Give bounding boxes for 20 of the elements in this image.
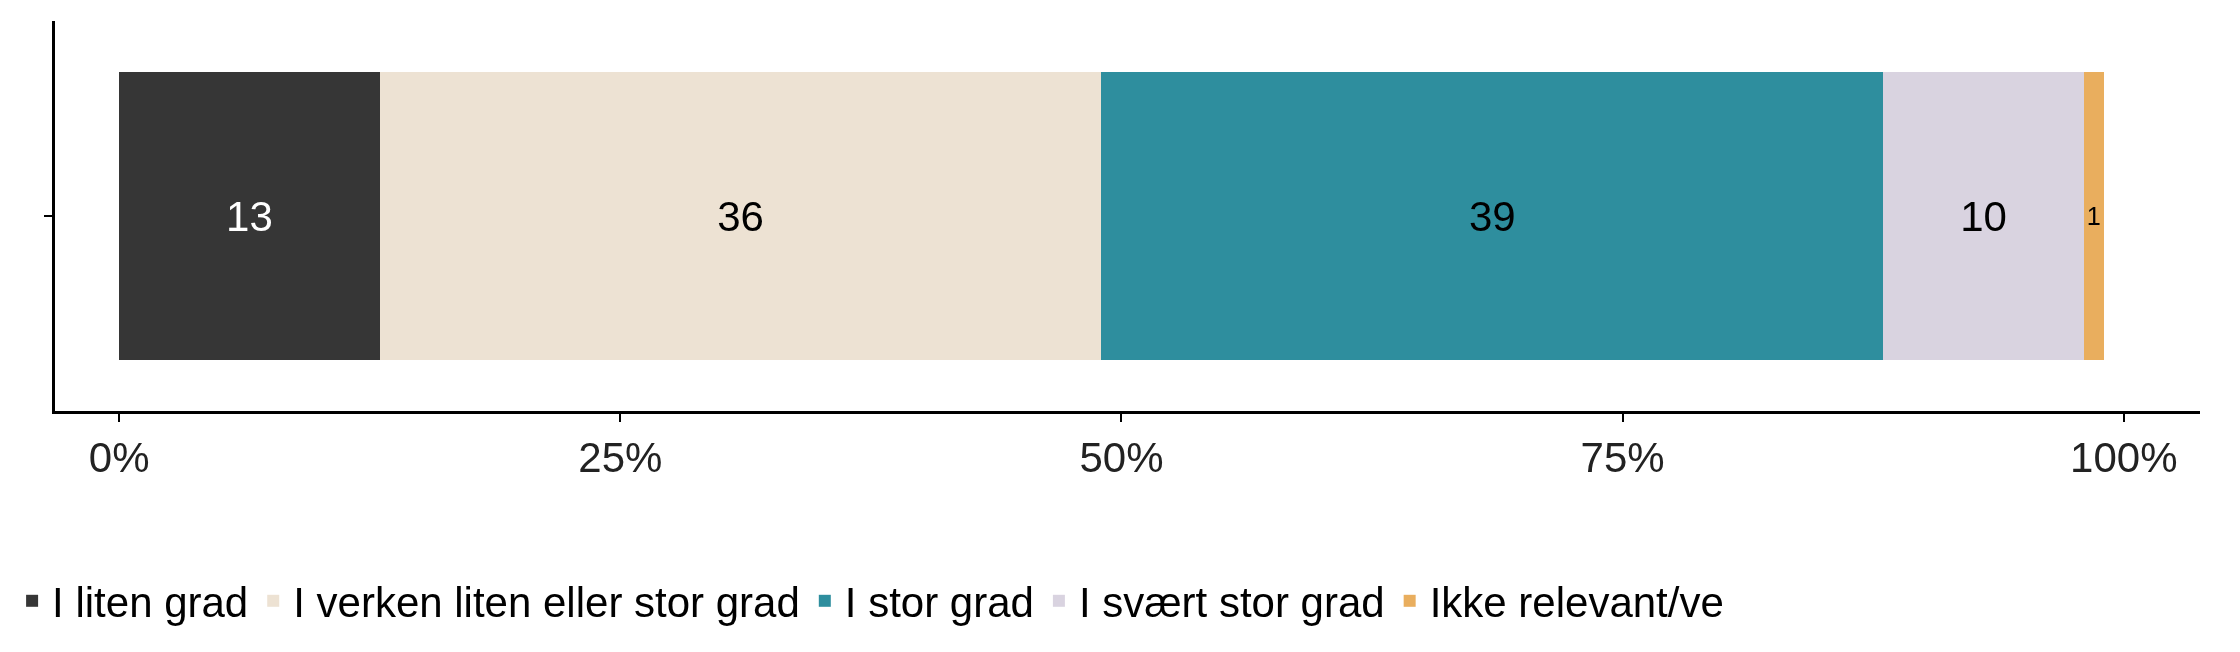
legend-label: I verken liten eller stor grad [293, 579, 800, 627]
bar [119, 71, 380, 361]
data-label: 39 [1468, 192, 1516, 240]
legend-label: Ikke relevant/ve [1429, 579, 1724, 627]
legend-label: I liten grad [52, 579, 249, 627]
bar [379, 71, 1102, 361]
x-tick-label: 25% [578, 434, 663, 482]
data-label: 10 [1960, 192, 2007, 240]
x-tick-label: 50% [1079, 434, 1164, 482]
x-tick-label: 75% [1580, 434, 1665, 482]
bar [1883, 71, 2084, 361]
x-tick-label: 100% [2070, 434, 2178, 482]
bar [1101, 71, 1884, 361]
x-tick-label: 0% [88, 434, 150, 482]
data-label: 1 [2086, 201, 2101, 230]
legend-label: I stor grad [844, 579, 1034, 627]
data-label: 36 [717, 192, 764, 240]
bar [2083, 71, 2104, 361]
data-label: 13 [226, 192, 273, 240]
legend-label: I svært stor grad [1078, 579, 1385, 627]
